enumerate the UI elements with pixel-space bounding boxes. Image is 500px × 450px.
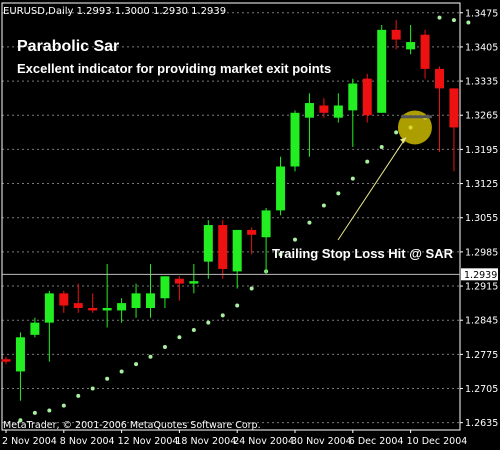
candle-body	[218, 225, 228, 269]
annotation-arrow	[337, 137, 407, 241]
sar-dot	[191, 327, 196, 332]
sar-dot	[437, 15, 442, 20]
y-tick-label: 1.3335	[465, 77, 498, 88]
sar-dot	[76, 393, 81, 398]
y-tick-label: 1.3125	[465, 179, 498, 190]
candle-body	[160, 276, 170, 299]
x-tick-label: 10 Dec 2004	[407, 436, 468, 447]
y-tick-label: 1.3055	[465, 213, 498, 224]
sar-dot	[148, 354, 153, 359]
y-tick-label: 1.2775	[465, 350, 498, 361]
y-tick-label: 1.2705	[465, 384, 498, 395]
sar-dot	[61, 403, 66, 408]
y-tick-label: 1.3405	[465, 42, 498, 53]
sar-dot	[134, 362, 139, 367]
candle-body	[391, 29, 401, 40]
sar-dot	[307, 220, 312, 225]
candle-body	[59, 293, 69, 306]
candle-body	[232, 229, 242, 272]
chart-header: EURUSD,Daily 1.2993 1.3000 1.2930 1.2939	[3, 6, 226, 17]
x-tick-label: 24 Nov 2004	[233, 436, 294, 447]
sar-dot	[206, 320, 211, 325]
candle-body	[117, 303, 127, 311]
candle-body	[203, 225, 213, 262]
candle-body	[377, 29, 387, 113]
stop-loss-highlight	[337, 110, 432, 241]
sar-dot	[105, 376, 110, 381]
candle-body	[146, 293, 155, 308]
sar-dot	[249, 286, 254, 291]
sar-dot	[162, 345, 167, 350]
sar-dot	[321, 203, 326, 208]
sar-dot	[293, 237, 297, 242]
sar-dot	[90, 386, 95, 391]
sar-dot	[379, 144, 384, 149]
x-tick-label: 2 Nov 2004	[2, 436, 57, 447]
candle-body	[276, 166, 286, 211]
candle-body	[30, 322, 40, 335]
sar-dot	[350, 176, 355, 181]
y-tick-label: 1.2845	[465, 316, 498, 327]
candle-body	[420, 34, 430, 69]
sar-dot	[235, 303, 240, 308]
sar-dot	[278, 252, 283, 257]
candle-body	[449, 88, 459, 128]
x-tick-label: 18 Nov 2004	[175, 436, 236, 447]
candle-body	[174, 278, 184, 284]
x-tick-label: 8 Nov 2004	[60, 436, 115, 447]
sar-dot	[18, 418, 23, 423]
x-tick-label: 6 Dec 2004	[349, 436, 404, 447]
sar-dot	[32, 410, 37, 415]
sar-dot	[466, 20, 471, 25]
parabolic-sar-series	[18, 15, 471, 423]
highlight-circle	[397, 110, 432, 145]
candle-body	[304, 103, 314, 118]
candle-body	[102, 308, 112, 311]
candle-body	[362, 78, 372, 116]
y-tick-label: 1.3265	[465, 111, 498, 122]
annotation-label: Trailing Stop Loss Hit @ SAR	[272, 246, 454, 261]
chart-subtitle: Excellent indicator for providing market…	[17, 61, 331, 76]
sar-dot	[220, 313, 225, 318]
sar-dot	[451, 18, 456, 23]
y-tick-label: 1.3475	[465, 8, 498, 19]
y-tick-label: 1.2915	[465, 282, 498, 293]
candle-series	[1, 20, 459, 401]
x-tick-label: 12 Nov 2004	[118, 436, 179, 447]
sar-dot	[119, 369, 124, 374]
candle-body	[15, 337, 25, 372]
candle-body	[131, 293, 141, 308]
y-tick-label: 1.3195	[465, 145, 498, 156]
candle-body	[333, 105, 343, 118]
candle-body	[290, 112, 300, 167]
sar-dot	[336, 191, 341, 196]
candle-body	[319, 105, 329, 113]
candle-body	[435, 68, 444, 89]
candle-body	[73, 303, 83, 308]
arrow-head	[399, 137, 406, 144]
copyright-text: MetaTrader, © 2001-2006 MetaQuotes Softw…	[3, 420, 261, 431]
candle-body	[44, 293, 54, 323]
candle-body	[406, 42, 416, 50]
axes: 1.3475 1.3405 1.3335 1.3265 1.3195 1.3125 1.30…	[2, 8, 498, 447]
candle-body	[348, 83, 358, 111]
chart-title: Parabolic Sar	[17, 38, 119, 55]
sar-dot	[177, 335, 182, 340]
candle-body	[88, 308, 98, 311]
plot-frame	[1, 2, 461, 431]
sar-dot	[394, 130, 399, 135]
current-price-label: 1.2939	[464, 270, 497, 281]
candle-body	[261, 210, 271, 238]
y-tick-label: 1.2635	[465, 418, 498, 429]
sar-dot	[47, 408, 52, 413]
current-price-box	[461, 268, 498, 281]
candle-body	[189, 281, 199, 284]
candle-body	[247, 229, 257, 235]
plot-border	[1, 2, 461, 431]
y-tick-label: 1.2985	[465, 247, 498, 258]
x-tick-label: 30 Nov 2004	[291, 436, 352, 447]
sar-dot	[365, 159, 370, 164]
candle-body	[1, 359, 11, 362]
